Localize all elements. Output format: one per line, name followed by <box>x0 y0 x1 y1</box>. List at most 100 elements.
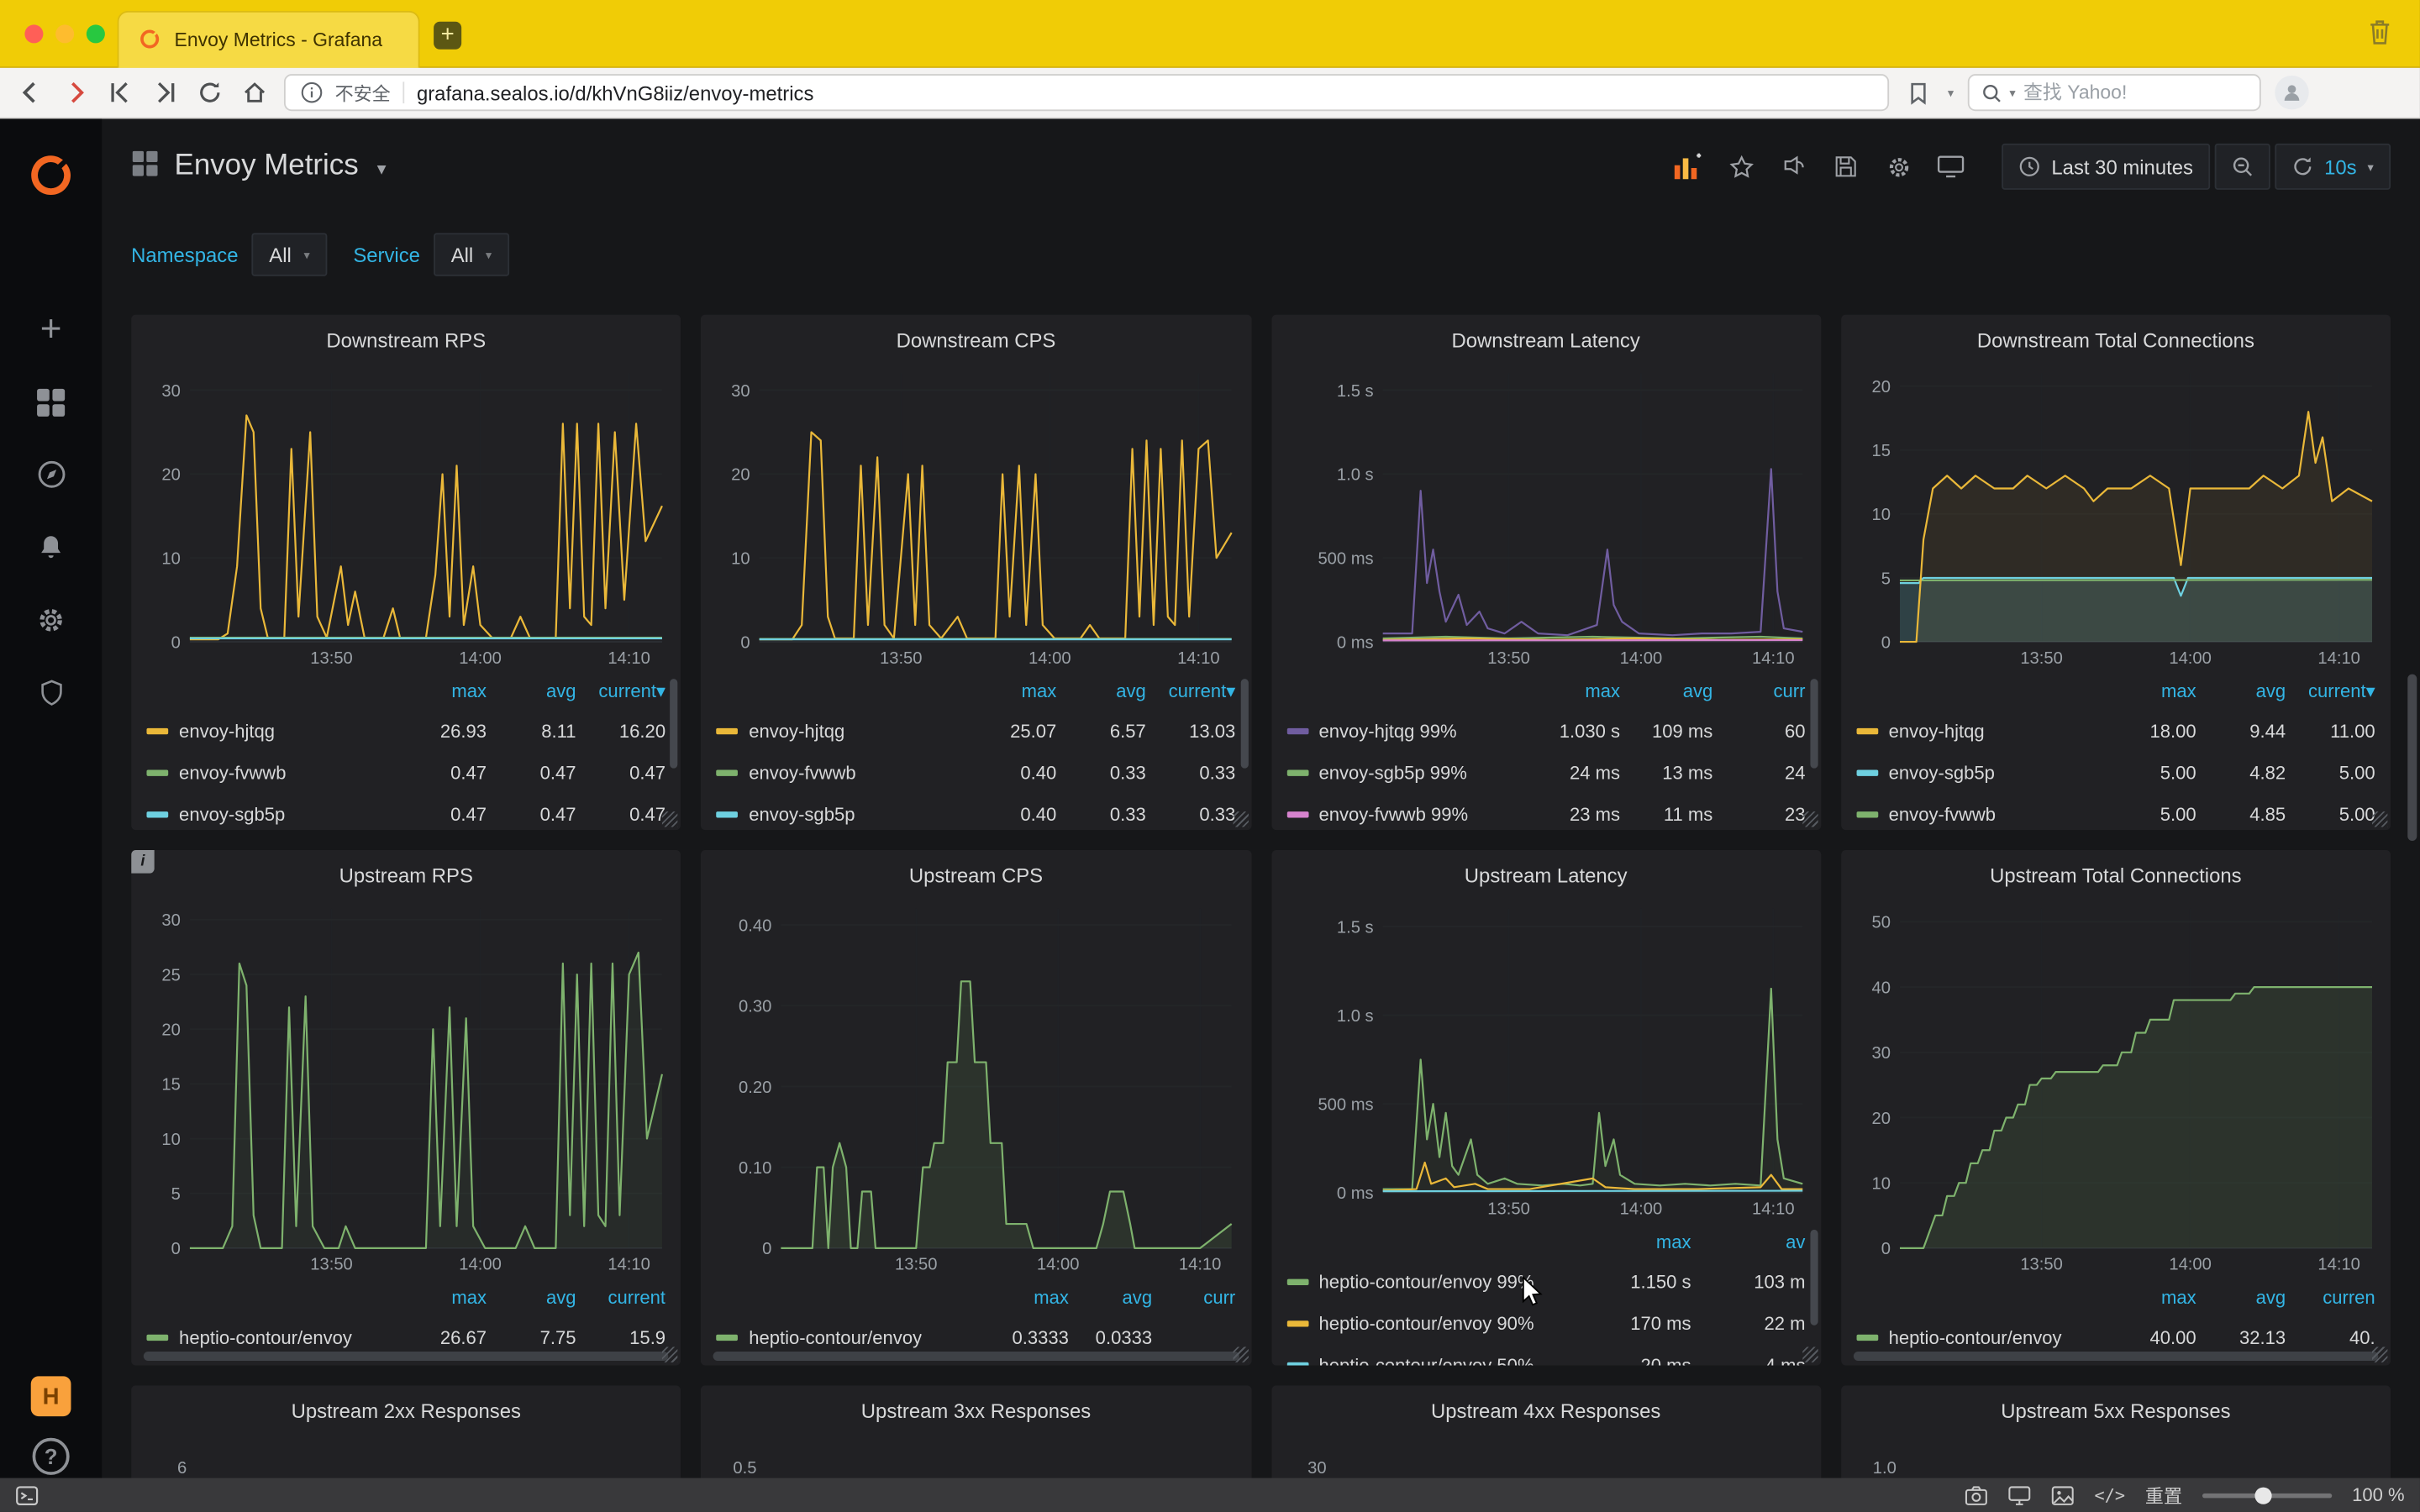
legend-horizontal-scrollbar[interactable] <box>1853 1351 2379 1361</box>
legend-scrollbar[interactable] <box>670 679 678 769</box>
legend-series-name[interactable]: heptio-contour/envoy 90% <box>1318 1312 1534 1334</box>
legend-scrollbar[interactable] <box>1239 679 1248 769</box>
grafana-logo[interactable] <box>0 140 102 213</box>
legend-series-name[interactable]: heptio-contour/envoy 99% <box>1318 1270 1534 1293</box>
legend-series-name[interactable]: envoy-fvwwb <box>1888 803 1996 825</box>
legend-col-max[interactable]: max <box>2160 680 2196 702</box>
panel-title[interactable]: Upstream Total Connections <box>1990 864 2242 888</box>
configuration-gear-icon[interactable] <box>0 583 102 655</box>
dashboard-title-caret-icon[interactable]: ▼ <box>374 160 390 179</box>
legend-col-max[interactable]: max <box>1021 680 1057 702</box>
dashboard-title[interactable]: Envoy Metrics <box>174 150 359 182</box>
cycle-view-tv-button[interactable] <box>1928 145 1974 188</box>
legend-series-name[interactable]: heptio-contour/envoy <box>1888 1326 2062 1348</box>
browser-profile-avatar[interactable] <box>2275 75 2309 110</box>
legend-col-max[interactable]: max <box>1655 1231 1691 1253</box>
legend-series-name[interactable]: envoy-sgb5p <box>1888 761 1995 784</box>
image-icon[interactable] <box>2051 1485 2075 1505</box>
star-button[interactable] <box>1718 145 1765 188</box>
legend-col-curr[interactable]: curr <box>1203 1286 1236 1309</box>
panel-resize-handle[interactable] <box>662 1347 678 1362</box>
page-scrollbar[interactable] <box>2407 674 2417 842</box>
legend-col-max[interactable]: max <box>2160 1286 2196 1309</box>
dashboards-icon[interactable] <box>0 365 102 438</box>
legend-series-name[interactable]: envoy-fvwwb 99% <box>1318 803 1469 825</box>
home-button[interactable] <box>239 77 271 108</box>
screenshot-camera-icon[interactable] <box>1965 1485 1988 1505</box>
zoom-out-time-button[interactable] <box>2214 143 2270 190</box>
variable-select-service[interactable]: All ▾ <box>434 233 509 276</box>
trash-icon[interactable] <box>2367 18 2391 54</box>
server-admin-shield-icon[interactable] <box>0 656 102 728</box>
explore-compass-icon[interactable] <box>0 438 102 511</box>
legend-col-avg[interactable]: avg <box>2255 1286 2286 1309</box>
panel-title[interactable]: Downstream Latency <box>1451 328 1640 352</box>
zoom-slider[interactable] <box>2202 1486 2333 1504</box>
legend-col-av[interactable]: av <box>1786 1231 1806 1253</box>
legend-series-name[interactable]: envoy-hjtqg <box>1888 719 1985 742</box>
panel-resize-handle[interactable] <box>1802 811 1818 827</box>
graph-upstream-cps[interactable]: 0 0.10 0.20 0.30 0.40 13:50 14:00 14:10 <box>713 896 1238 1276</box>
legend-col-avg[interactable]: avg <box>545 1286 576 1309</box>
zoom-slider-knob[interactable] <box>2254 1486 2272 1504</box>
legend-col-current[interactable]: current <box>608 1286 666 1309</box>
legend-col-max[interactable]: max <box>1034 1286 1069 1309</box>
graph-upstream-latency[interactable]: 0 ms 500 ms 1.0 s 1.5 s 13:50 14:00 14:10 <box>1283 896 1807 1221</box>
search-box[interactable]: ▾ <box>1967 74 2261 112</box>
legend-col-max[interactable]: max <box>1585 680 1621 702</box>
legend-col-max[interactable]: max <box>451 680 487 702</box>
site-info-icon[interactable] <box>301 81 323 103</box>
legend-col-current[interactable]: current▾ <box>2308 680 2375 702</box>
legend-col-curren[interactable]: curren <box>2323 1286 2375 1309</box>
panel-title[interactable]: Upstream CPS <box>908 864 1044 888</box>
legend-series-name[interactable]: envoy-sgb5p <box>179 803 286 825</box>
panel-title[interactable]: Downstream Total Connections <box>1976 328 2254 352</box>
share-button[interactable] <box>1770 145 1817 188</box>
legend-col-avg[interactable]: avg <box>545 680 576 702</box>
legend-horizontal-scrollbar[interactable] <box>713 1351 1239 1361</box>
search-input[interactable] <box>2023 81 2194 104</box>
legend-col-avg[interactable]: avg <box>1116 680 1146 702</box>
legend-series-name[interactable]: envoy-hjtqg <box>749 719 845 742</box>
address-bar[interactable]: 不安全 <box>283 74 1890 112</box>
legend-horizontal-scrollbar[interactable] <box>143 1351 669 1361</box>
panel-title[interactable]: Upstream 4xx Responses <box>1430 1399 1661 1423</box>
settings-gear-button[interactable] <box>1876 145 1922 188</box>
graph-upstream-total-connections[interactable]: 0 10 20 30 40 50 13:50 14:00 14:10 <box>1853 896 2377 1276</box>
forward-button[interactable] <box>60 77 92 108</box>
legend-col-avg[interactable]: avg <box>2255 680 2286 702</box>
legend-series-name[interactable]: heptio-contour/envoy <box>749 1326 923 1348</box>
new-tab-button[interactable]: + <box>434 21 462 50</box>
panel-resize-handle[interactable] <box>2372 1347 2388 1362</box>
panel-title[interactable]: Upstream 3xx Responses <box>860 1399 1092 1423</box>
legend-scrollbar[interactable] <box>1809 1229 1818 1326</box>
legend-series-name[interactable]: envoy-sgb5p <box>749 803 855 825</box>
panel-resize-handle[interactable] <box>662 811 678 827</box>
reset-zoom-label[interactable]: 重置 <box>2144 1484 2183 1507</box>
panel-title[interactable]: Upstream RPS <box>339 864 473 888</box>
graph-upstream-rps[interactable]: 0 5 10 15 20 25 30 13:50 14:00 14:10 <box>144 896 668 1276</box>
panel-resize-handle[interactable] <box>2372 811 2388 827</box>
panel-title[interactable]: Upstream 2xx Responses <box>291 1399 521 1423</box>
panel-title[interactable]: Upstream Latency <box>1464 864 1628 888</box>
reload-button[interactable] <box>194 77 225 108</box>
refresh-picker[interactable]: 10s ▾ <box>2275 143 2391 190</box>
panel-title[interactable]: Upstream 5xx Responses <box>2001 1399 2231 1423</box>
minimize-window-button[interactable] <box>55 24 75 44</box>
legend-series-name[interactable]: envoy-sgb5p 99% <box>1318 761 1467 784</box>
legend-series-name[interactable]: envoy-hjtqg <box>179 719 276 742</box>
graph-downstream-latency[interactable]: 0 ms 500 ms 1.0 s 1.5 s 13:50 14:00 14:10 <box>1283 361 1807 669</box>
legend-col-avg[interactable]: avg <box>1122 1286 1153 1309</box>
legend-series-name[interactable]: envoy-fvwwb <box>749 761 856 784</box>
panel-info-icon[interactable]: i <box>131 850 155 874</box>
variable-select-namespace[interactable]: All ▾ <box>252 233 328 276</box>
legend-col-max[interactable]: max <box>451 1286 487 1309</box>
panel-resize-handle[interactable] <box>1232 1347 1248 1362</box>
legend-col-current[interactable]: current▾ <box>598 680 666 702</box>
skip-to-end-button[interactable] <box>150 77 181 108</box>
legend-col-current[interactable]: current▾ <box>1168 680 1236 702</box>
legend-col-curr[interactable]: curr <box>1773 680 1806 702</box>
zoom-window-button[interactable] <box>86 24 105 44</box>
legend-series-name[interactable]: heptio-contour/envoy 50% <box>1318 1353 1534 1366</box>
close-window-button[interactable] <box>24 24 44 44</box>
